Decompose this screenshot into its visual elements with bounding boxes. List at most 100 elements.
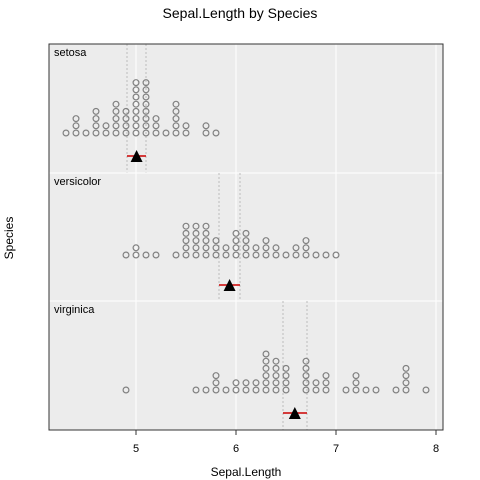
data-point: [402, 386, 410, 394]
data-point: [122, 107, 130, 115]
data-point: [232, 244, 240, 252]
data-point: [302, 237, 310, 245]
data-point: [282, 251, 290, 259]
data-point: [262, 357, 270, 365]
data-point: [202, 386, 210, 394]
data-point: [132, 86, 140, 94]
data-point: [242, 251, 250, 259]
data-point: [232, 386, 240, 394]
data-point: [312, 379, 320, 387]
data-point: [272, 244, 280, 252]
data-point: [292, 244, 300, 252]
data-point: [182, 251, 190, 259]
data-point: [252, 386, 260, 394]
data-point: [352, 379, 360, 387]
data-point: [262, 244, 270, 252]
data-point: [232, 251, 240, 259]
data-point: [242, 237, 250, 245]
data-point: [152, 251, 160, 259]
data-point: [242, 379, 250, 387]
data-point: [192, 386, 200, 394]
data-point: [192, 244, 200, 252]
data-point: [272, 251, 280, 259]
data-point: [182, 229, 190, 237]
data-point: [182, 237, 190, 245]
data-point: [192, 222, 200, 230]
data-point: [282, 364, 290, 372]
data-point: [132, 122, 140, 130]
mean-marker: [130, 150, 143, 162]
data-point: [122, 129, 130, 137]
x-tick-label: 6: [233, 443, 239, 455]
data-point: [282, 379, 290, 387]
data-point: [172, 107, 180, 115]
data-point: [212, 251, 220, 259]
data-point: [212, 379, 220, 387]
data-point: [112, 100, 120, 108]
data-point: [312, 251, 320, 259]
panel-label-virginica: virginica: [54, 304, 95, 316]
data-point: [112, 107, 120, 115]
plot-area: setosa versicolor virginica 5 6 7 8: [48, 43, 444, 455]
mean-marker: [223, 279, 236, 291]
data-point: [402, 364, 410, 372]
data-point: [132, 115, 140, 123]
data-point: [132, 79, 140, 87]
data-point: [142, 251, 150, 259]
data-point: [132, 107, 140, 115]
data-point: [212, 372, 220, 380]
data-point: [212, 386, 220, 394]
data-point: [212, 237, 220, 245]
data-point: [262, 237, 270, 245]
chart-title: Sepal.Length by Species: [163, 5, 318, 21]
data-point: [372, 386, 380, 394]
data-point: [72, 129, 80, 137]
data-point: [222, 386, 230, 394]
data-point: [72, 122, 80, 130]
data-point: [142, 122, 150, 130]
data-point: [302, 357, 310, 365]
data-point: [252, 244, 260, 252]
data-point: [322, 386, 330, 394]
data-point: [262, 379, 270, 387]
data-point: [142, 115, 150, 123]
data-point: [122, 122, 130, 130]
data-point: [242, 386, 250, 394]
data-point: [112, 129, 120, 137]
x-axis-label: Sepal.Length: [211, 465, 282, 479]
data-point: [122, 386, 130, 394]
data-point: [272, 372, 280, 380]
data-point: [182, 222, 190, 230]
data-point: [262, 350, 270, 358]
data-point: [202, 229, 210, 237]
data-point: [142, 100, 150, 108]
data-point: [192, 251, 200, 259]
data-point: [282, 372, 290, 380]
data-point: [222, 244, 230, 252]
data-point: [132, 93, 140, 101]
data-point: [112, 115, 120, 123]
plot-background: [49, 44, 443, 430]
data-point: [182, 244, 190, 252]
data-point: [232, 379, 240, 387]
data-point: [232, 229, 240, 237]
data-point: [242, 229, 250, 237]
data-point: [132, 100, 140, 108]
data-point: [152, 122, 160, 130]
data-point: [192, 229, 200, 237]
data-point: [152, 115, 160, 123]
data-point: [262, 251, 270, 259]
data-point: [102, 129, 110, 137]
data-point: [352, 386, 360, 394]
data-point: [132, 129, 140, 137]
mean-marker: [288, 407, 301, 419]
data-point: [302, 251, 310, 259]
data-point: [172, 251, 180, 259]
data-point: [352, 372, 360, 380]
data-point: [272, 364, 280, 372]
data-point: [132, 244, 140, 252]
data-point: [172, 129, 180, 137]
data-point: [172, 100, 180, 108]
plot-border: [48, 43, 444, 431]
data-point: [362, 386, 370, 394]
